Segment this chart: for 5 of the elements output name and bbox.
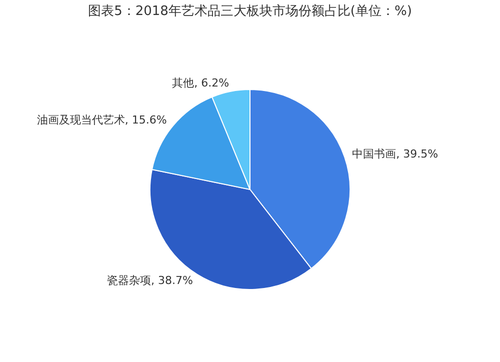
slice-label: 其他, 6.2% xyxy=(172,76,230,90)
slice-label: 油画及现当代艺术, 15.6% xyxy=(36,114,167,127)
slice-label: 中国书画, 39.5% xyxy=(352,148,438,161)
chart-title: 图表5：2018年艺术品三大板块市场份额占比(单位：%) xyxy=(88,4,412,19)
slice-label: 瓷器杂项, 38.7% xyxy=(107,274,193,288)
